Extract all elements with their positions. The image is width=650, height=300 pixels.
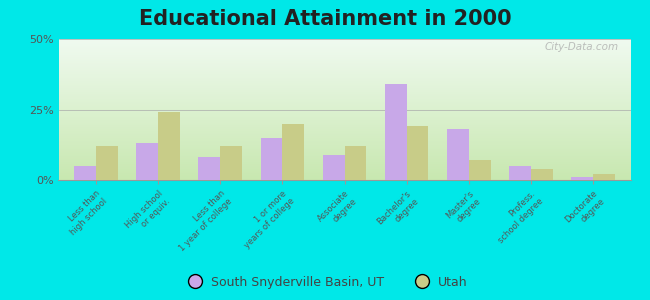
Bar <box>323 154 345 180</box>
Bar <box>261 138 282 180</box>
Bar <box>136 143 158 180</box>
Bar <box>385 84 407 180</box>
Bar <box>282 124 304 180</box>
Text: Educational Attainment in 2000: Educational Attainment in 2000 <box>138 9 512 29</box>
Bar <box>571 177 593 180</box>
Bar <box>74 166 96 180</box>
Bar <box>407 126 428 180</box>
Legend: South Snyderville Basin, UT, Utah: South Snyderville Basin, UT, Utah <box>177 271 473 294</box>
Bar <box>220 146 242 180</box>
Bar <box>509 166 531 180</box>
Bar <box>593 174 615 180</box>
Bar <box>447 129 469 180</box>
Bar <box>96 146 118 180</box>
Bar <box>531 169 552 180</box>
Bar <box>198 158 220 180</box>
Bar <box>469 160 491 180</box>
Text: City-Data.com: City-Data.com <box>545 42 619 52</box>
Bar <box>158 112 180 180</box>
Bar <box>344 146 366 180</box>
